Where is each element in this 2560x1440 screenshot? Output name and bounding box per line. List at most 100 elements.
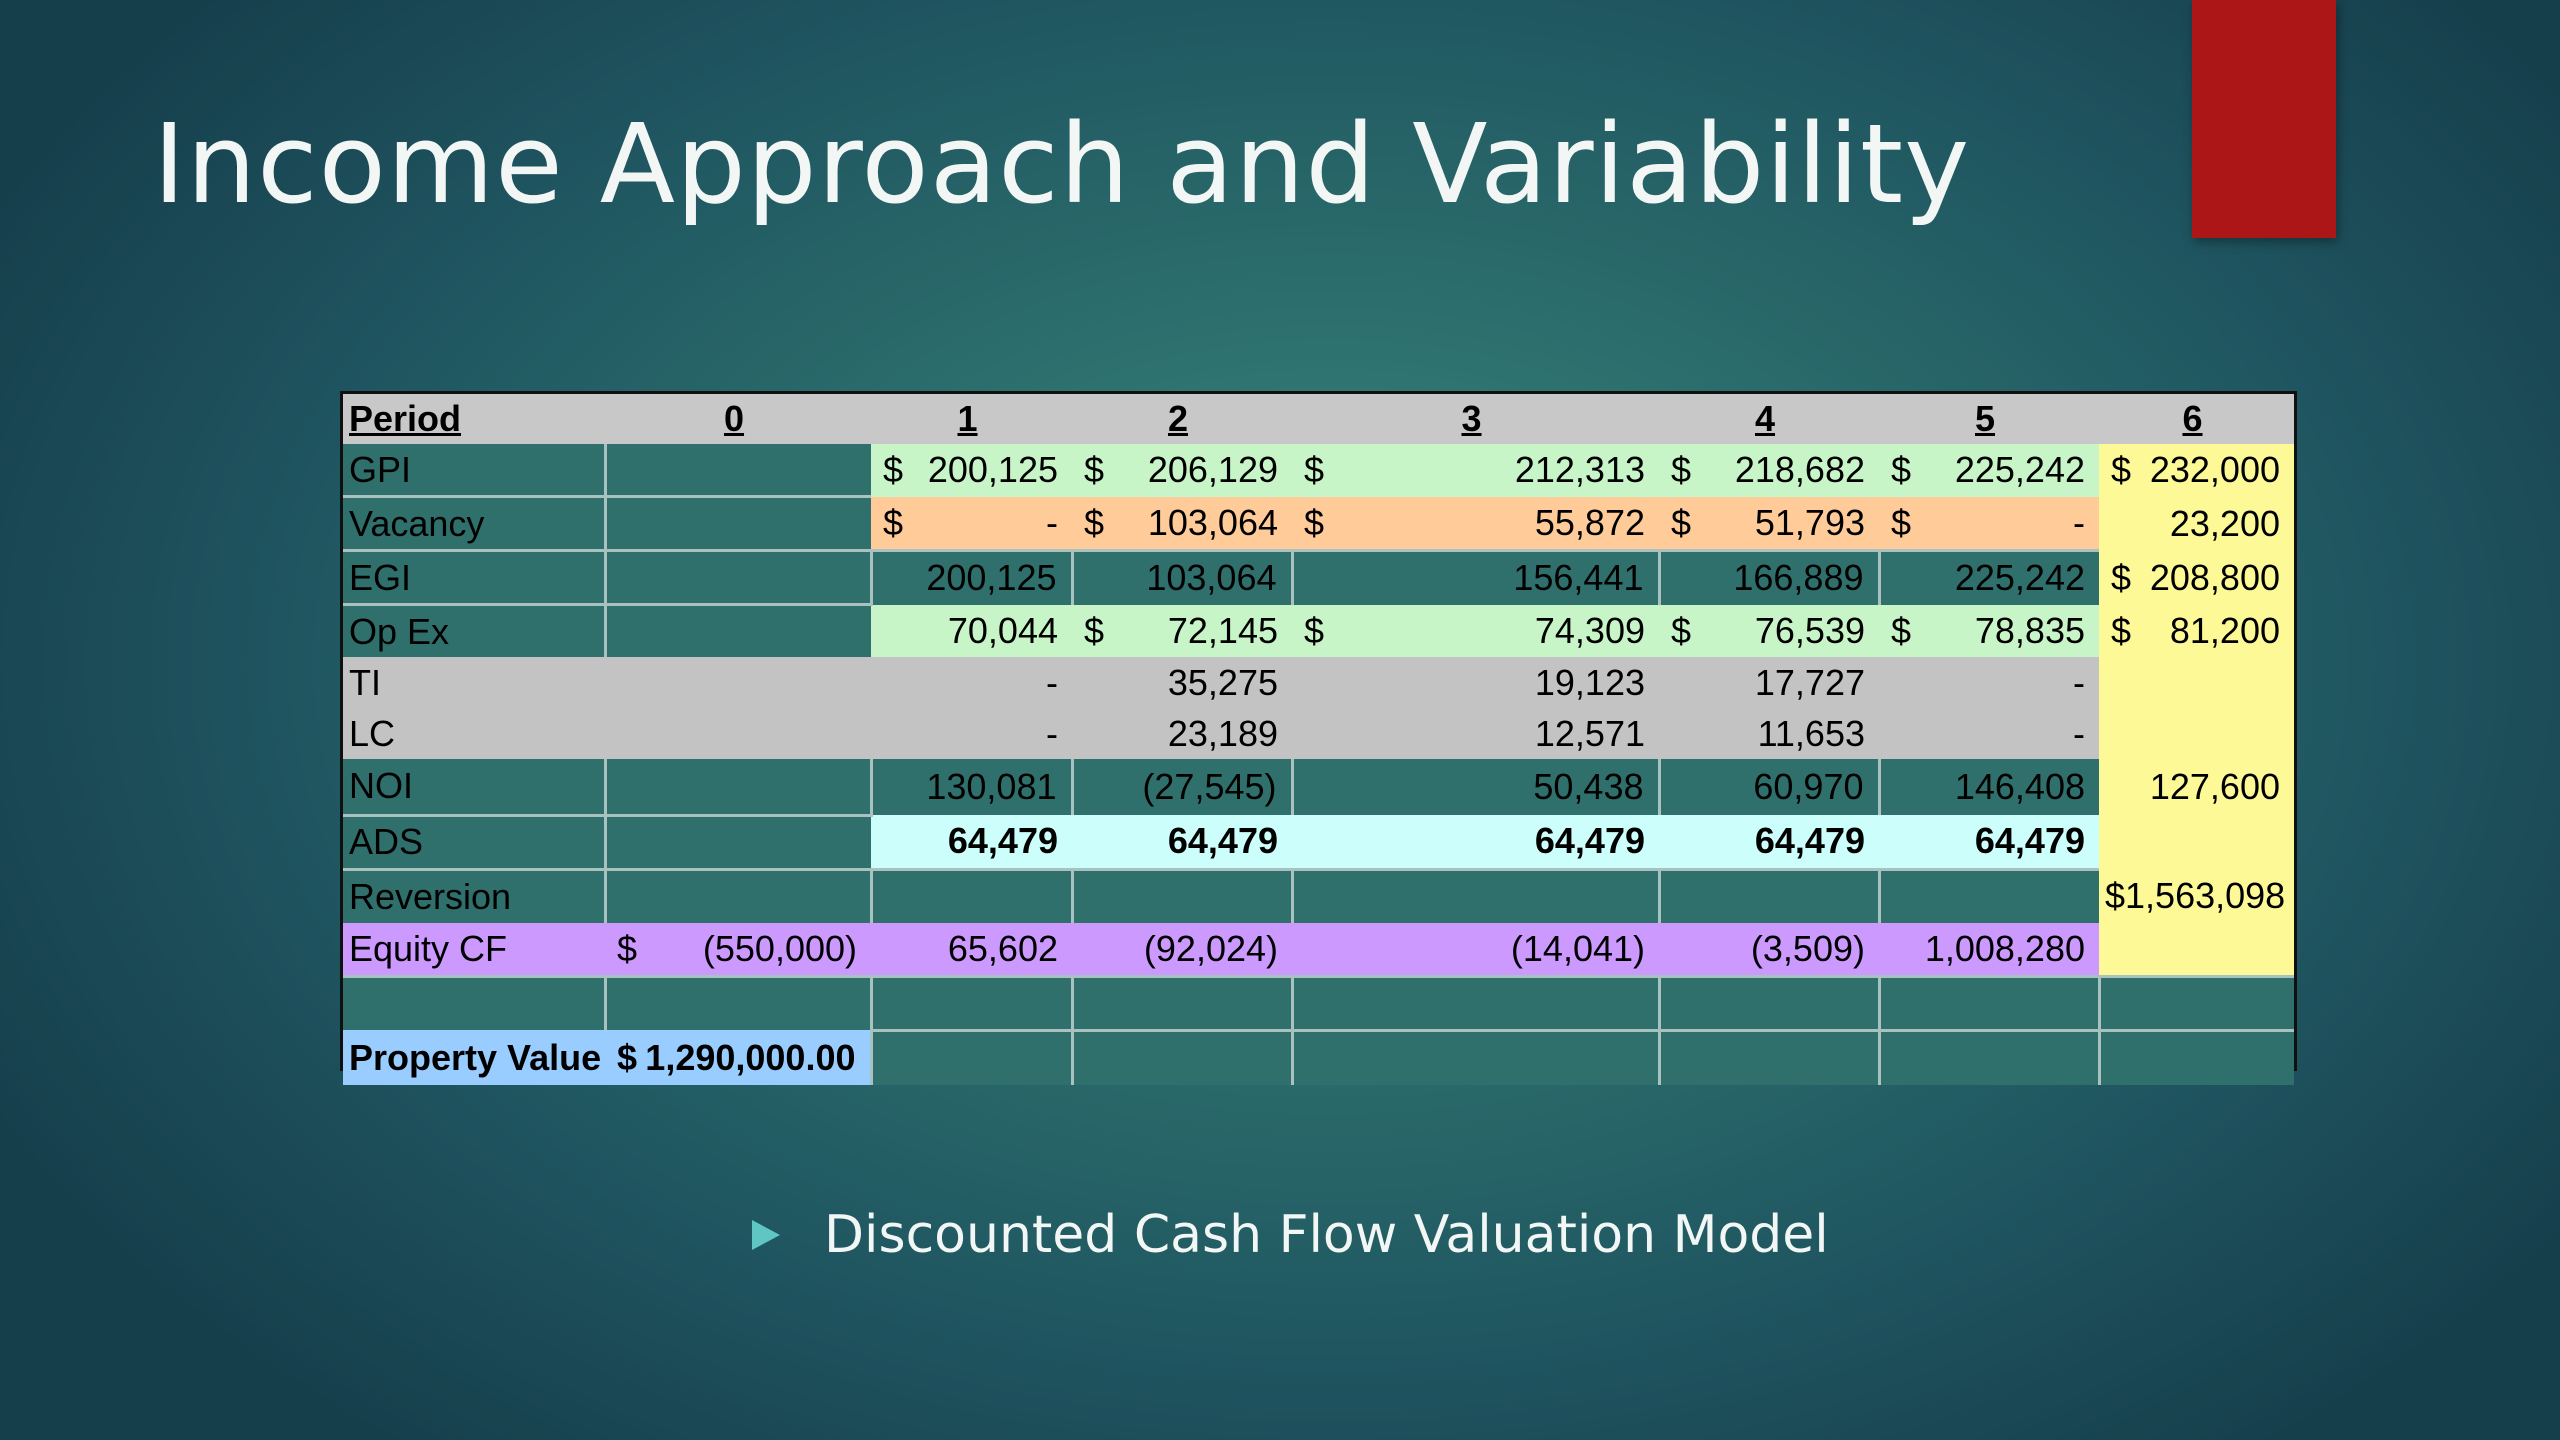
dcf-table-container: Period 0 1 2 3 4 5 6 GPI $200,125 $206,1… bbox=[340, 391, 2297, 1085]
gpi-cell-5: $225,242 bbox=[1879, 444, 2099, 497]
equity-cf-cell-2: (92,024) bbox=[1072, 923, 1292, 976]
row-label-equity-cf: Equity CF bbox=[343, 923, 605, 976]
opex-cell-2: $72,145 bbox=[1072, 604, 1292, 657]
opex-cell-0 bbox=[603, 603, 871, 657]
reversion-cell-1 bbox=[869, 867, 1072, 923]
property-value-empty-6 bbox=[2097, 1028, 2294, 1085]
row-label-lc: LC bbox=[343, 708, 605, 759]
ti-cell-3: 19,123 bbox=[1292, 657, 1659, 708]
property-value-empty-5 bbox=[1877, 1028, 2099, 1085]
vacancy-cell-0 bbox=[603, 495, 871, 551]
property-value-empty-4 bbox=[1657, 1028, 1879, 1085]
property-value-empty-2 bbox=[1070, 1028, 1292, 1085]
header-period-6: 6 bbox=[2099, 394, 2294, 444]
row-label-ads: ADS bbox=[343, 813, 605, 869]
header-period: Period bbox=[343, 394, 605, 444]
vacancy-cell-3: $55,872 bbox=[1292, 496, 1659, 551]
egi-cell-2: 103,064 bbox=[1070, 549, 1292, 605]
egi-cell-5: 225,242 bbox=[1877, 549, 2099, 605]
header-period-1: 1 bbox=[871, 394, 1072, 444]
lc-cell-2: 23,189 bbox=[1072, 708, 1292, 759]
reversion-cell-2 bbox=[1070, 867, 1292, 923]
opex-cell-1: 70,044 bbox=[871, 604, 1072, 657]
equity-cf-cell-4: (3,509) bbox=[1659, 923, 1879, 976]
opex-cell-3: $74,309 bbox=[1292, 604, 1659, 657]
ti-cell-4: 17,727 bbox=[1659, 657, 1879, 708]
vacancy-cell-6: 23,200 bbox=[2099, 496, 2294, 551]
opex-cell-6: $81,200 bbox=[2099, 604, 2294, 657]
header-period-0: 0 bbox=[605, 394, 871, 444]
noi-cell-5: 146,408 bbox=[1877, 759, 2099, 815]
ti-cell-0 bbox=[605, 657, 871, 708]
row-label-ti: TI bbox=[343, 657, 605, 708]
row-label-reversion: Reversion bbox=[343, 867, 605, 923]
spacer-cell-2 bbox=[1070, 974, 1292, 1030]
noi-cell-3: 50,438 bbox=[1290, 759, 1659, 815]
ads-cell-0 bbox=[603, 813, 871, 869]
gpi-cell-2: $206,129 bbox=[1072, 444, 1292, 497]
table-row-gpi: GPI $200,125 $206,129 $212,313 $218,682 … bbox=[343, 444, 2294, 497]
table-row-ads: ADS 64,479 64,479 64,479 64,479 64,479 bbox=[343, 813, 2294, 869]
header-period-3: 3 bbox=[1292, 394, 1659, 444]
equity-cf-cell-6 bbox=[2099, 923, 2294, 976]
reversion-cell-5 bbox=[1877, 867, 2099, 923]
header-period-5: 5 bbox=[1879, 394, 2099, 444]
spacer-cell-6 bbox=[2097, 974, 2294, 1030]
header-period-2: 2 bbox=[1072, 394, 1292, 444]
egi-cell-3: 156,441 bbox=[1290, 549, 1659, 605]
gpi-cell-1: $200,125 bbox=[871, 444, 1072, 497]
lc-cell-1: - bbox=[871, 708, 1072, 759]
table-row-opex: Op Ex 70,044 $72,145 $74,309 $76,539 $78… bbox=[343, 603, 2294, 657]
ti-cell-1: - bbox=[871, 657, 1072, 708]
table-row-equity-cf: Equity CF $ (550,000) 65,602 (92,024) (14… bbox=[343, 923, 2294, 976]
equity-cf-cell-3: (14,041) bbox=[1292, 923, 1659, 976]
egi-cell-1: 200,125 bbox=[869, 549, 1072, 605]
lc-cell-5: - bbox=[1879, 708, 2099, 759]
ads-cell-6 bbox=[2099, 815, 2294, 869]
table-row-noi: NOI 130,081 (27,545) 50,438 60,970 146,4… bbox=[343, 759, 2294, 815]
ads-cell-4: 64,479 bbox=[1659, 815, 1879, 869]
noi-cell-4: 60,970 bbox=[1657, 759, 1879, 815]
bullet-text: Discounted Cash Flow Valuation Model bbox=[824, 1205, 1829, 1265]
table-row-ti: TI - 35,275 19,123 17,727 - bbox=[343, 657, 2294, 708]
header-period-4: 4 bbox=[1659, 394, 1879, 444]
table-row-reversion: Reversion $1,563,098 bbox=[343, 867, 2294, 923]
egi-cell-0 bbox=[603, 549, 871, 605]
ads-cell-2: 64,479 bbox=[1072, 815, 1292, 869]
equity-cf-cell-1: 65,602 bbox=[871, 923, 1072, 976]
spacer-cell-3 bbox=[1290, 974, 1659, 1030]
gpi-cell-3: $212,313 bbox=[1292, 444, 1659, 497]
spacer-cell-0 bbox=[603, 974, 871, 1030]
egi-cell-4: 166,889 bbox=[1657, 549, 1879, 605]
lc-cell-3: 12,571 bbox=[1292, 708, 1659, 759]
vacancy-cell-4: $51,793 bbox=[1659, 496, 1879, 551]
vacancy-cell-1: $ - bbox=[871, 496, 1072, 551]
dcf-table: Period 0 1 2 3 4 5 6 GPI $200,125 $206,1… bbox=[343, 394, 2294, 1085]
noi-cell-1: 130,081 bbox=[869, 759, 1072, 815]
reversion-cell-6: $1,563,098 bbox=[2099, 869, 2294, 923]
table-row-vacancy: Vacancy $ - $103,064 $55,872 $51,793 $ - 2… bbox=[343, 495, 2294, 551]
opex-cell-4: $76,539 bbox=[1659, 604, 1879, 657]
noi-cell-0 bbox=[603, 759, 871, 815]
property-value-cell: $1,290,000.00 bbox=[605, 1030, 871, 1085]
spacer-cell-1 bbox=[869, 974, 1072, 1030]
row-label-vacancy: Vacancy bbox=[343, 495, 605, 551]
property-value-empty-3 bbox=[1290, 1028, 1659, 1085]
reversion-cell-3 bbox=[1290, 867, 1659, 923]
ads-cell-5: 64,479 bbox=[1879, 815, 2099, 869]
reversion-cell-4 bbox=[1657, 867, 1879, 923]
ti-cell-5: - bbox=[1879, 657, 2099, 708]
table-header-row: Period 0 1 2 3 4 5 6 bbox=[343, 394, 2294, 444]
lc-cell-0 bbox=[605, 708, 871, 759]
table-row-property-value: Property Value $1,290,000.00 bbox=[343, 1028, 2294, 1085]
opex-cell-5: $78,835 bbox=[1879, 604, 2099, 657]
slide-title: Income Approach and Variability bbox=[153, 100, 1971, 228]
equity-cf-cell-5: 1,008,280 bbox=[1879, 923, 2099, 976]
bullet-item: Discounted Cash Flow Valuation Model bbox=[752, 1205, 1829, 1265]
row-label-property-value: Property Value bbox=[343, 1030, 605, 1085]
gpi-cell-4: $218,682 bbox=[1659, 444, 1879, 497]
ti-cell-6 bbox=[2099, 657, 2294, 708]
reversion-cell-0 bbox=[603, 867, 871, 923]
lc-cell-4: 11,653 bbox=[1659, 708, 1879, 759]
row-label-egi: EGI bbox=[343, 549, 605, 605]
